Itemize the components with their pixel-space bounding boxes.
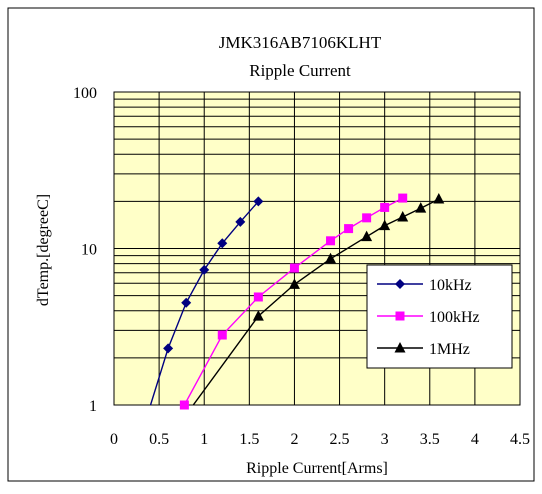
data-point-10kHz xyxy=(181,297,192,308)
data-point-100kHz xyxy=(217,330,227,340)
y-tick-label: 10 xyxy=(81,242,97,259)
data-point-1MHz xyxy=(288,278,300,289)
y-tick-label: 100 xyxy=(73,85,97,102)
chart-title: JMK316AB7106KLHT xyxy=(219,33,382,52)
legend-label: 10kHz xyxy=(429,277,472,294)
data-point-1MHz xyxy=(252,310,264,321)
data-point-1MHz xyxy=(433,193,445,204)
data-point-1MHz xyxy=(361,230,373,242)
data-point-1MHz xyxy=(415,202,427,213)
y-axis-ticks: 1 10 100 xyxy=(73,85,97,415)
legend-label: 100kHz xyxy=(429,309,480,326)
x-axis-ticks: 0 0.5 1 1.5 2 2.5 3 3.5 4 4.5 xyxy=(110,431,530,448)
data-point-1MHz xyxy=(325,252,337,264)
y-tick-label: 1 xyxy=(89,398,97,415)
y-axis-label: dTemp.[degreeC] xyxy=(35,194,52,306)
legend-items: 10kHz 100kHz 1MHz xyxy=(377,277,480,358)
data-point-10kHz xyxy=(163,343,174,354)
chart-subtitle: Ripple Current xyxy=(249,61,351,80)
data-point-100kHz xyxy=(398,193,408,203)
x-tick-label: 3 xyxy=(381,431,389,448)
data-point-100kHz xyxy=(179,400,189,410)
data-point-10kHz xyxy=(199,264,210,275)
legend-marker-10kHz xyxy=(395,279,405,289)
x-tick-label: 2.5 xyxy=(330,431,350,448)
data-point-100kHz xyxy=(344,224,354,234)
data-point-1MHz xyxy=(397,210,409,222)
x-tick-label: 2 xyxy=(290,431,298,448)
data-point-100kHz xyxy=(253,292,263,302)
x-tick-label: 1.5 xyxy=(239,431,259,448)
x-tick-label: 1 xyxy=(200,431,208,448)
data-point-100kHz xyxy=(289,263,299,273)
legend-marker-1MHz xyxy=(394,342,406,353)
plot-frame xyxy=(113,91,521,406)
x-axis-label: Ripple Current[Arms] xyxy=(246,460,388,477)
x-tick-label: 0.5 xyxy=(149,431,169,448)
data-point-100kHz xyxy=(362,213,372,223)
data-point-10kHz xyxy=(217,238,228,249)
x-tick-label: 3.5 xyxy=(420,431,440,448)
x-tick-label: 4 xyxy=(471,431,479,448)
marker-layer xyxy=(163,193,445,410)
data-point-10kHz xyxy=(235,216,246,227)
data-point-10kHz xyxy=(253,196,264,207)
x-tick-label: 4.5 xyxy=(510,431,530,448)
data-point-100kHz xyxy=(380,202,390,212)
legend-label: 1MHz xyxy=(429,341,470,358)
data-point-100kHz xyxy=(326,236,336,246)
x-tick-label: 0 xyxy=(110,431,118,448)
legend-marker-100kHz xyxy=(395,311,405,321)
data-point-1MHz xyxy=(379,219,391,231)
legend: 10kHz 100kHz 1MHz xyxy=(366,264,513,369)
